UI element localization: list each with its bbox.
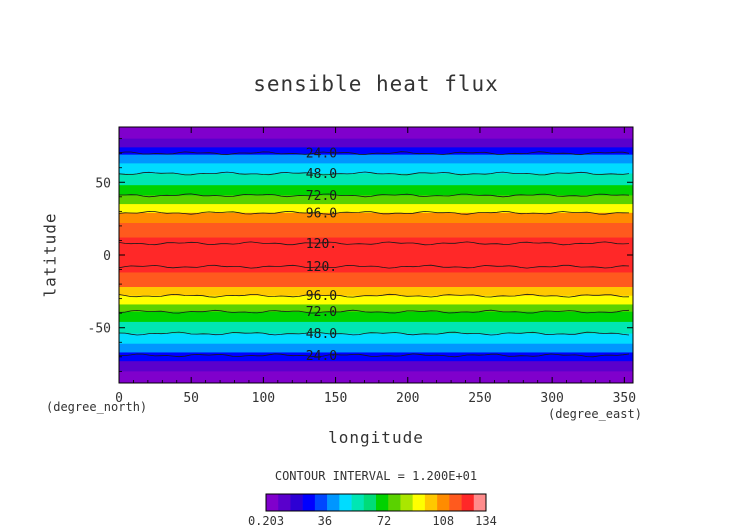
heat-band xyxy=(119,127,633,140)
chart-title: sensible heat flux xyxy=(253,72,499,96)
contour-line xyxy=(118,151,630,156)
heat-band xyxy=(119,263,633,273)
heat-band xyxy=(119,185,633,196)
colorbar-tick-label: 108 xyxy=(432,514,454,528)
colorbar-swatch xyxy=(449,494,462,511)
heat-band xyxy=(119,173,633,186)
x-tick-label: 0 xyxy=(115,391,123,406)
heat-band xyxy=(119,371,633,384)
heat-band xyxy=(119,287,633,297)
x-tick-label: 100 xyxy=(252,391,275,406)
contour-lines xyxy=(118,151,630,358)
contour-label: 24.0 xyxy=(306,349,337,364)
y-axis-ticks: -50 0 50 xyxy=(88,138,633,372)
heat-band xyxy=(119,212,633,224)
colorbar-swatch xyxy=(302,494,316,511)
colorbar-swatch xyxy=(327,494,340,511)
y-axis-unit: (degree_north) xyxy=(46,400,148,414)
contour-line xyxy=(118,264,630,269)
colorbar-swatch xyxy=(314,494,328,511)
heat-band xyxy=(119,343,633,353)
y-tick-label: 0 xyxy=(103,249,111,264)
contour-line xyxy=(118,309,630,314)
x-axis-unit: (degree_east) xyxy=(548,407,642,421)
heat-band xyxy=(119,163,633,175)
x-tick-label: 150 xyxy=(324,391,347,406)
colorbar: 0.203 36 72 108 134 xyxy=(248,493,497,528)
heat-band xyxy=(119,237,633,247)
contour-line xyxy=(118,293,630,298)
y-tick-label: 50 xyxy=(95,176,111,191)
heat-band xyxy=(119,272,633,288)
contour-label: 48.0 xyxy=(306,167,337,182)
colorbar-swatch xyxy=(473,494,487,511)
heat-band xyxy=(119,255,633,265)
colorbar-tick-label: 36 xyxy=(318,514,332,528)
heat-band xyxy=(119,321,633,335)
contour-label: 96.0 xyxy=(306,289,337,304)
colorbar-swatch xyxy=(339,494,352,511)
contour-interval-note: CONTOUR INTERVAL = 1.200E+01 xyxy=(274,469,478,483)
contour-line xyxy=(118,353,630,358)
colorbar-swatch xyxy=(400,494,413,511)
contour-label: 120. xyxy=(306,237,337,252)
contour-label: 72.0 xyxy=(306,305,337,320)
heatmap-bands xyxy=(119,127,633,384)
x-axis-label: longitude xyxy=(328,428,424,447)
heat-band xyxy=(119,223,633,239)
colorbar-swatch xyxy=(437,494,450,511)
heat-band xyxy=(119,361,633,372)
x-axis-ticks: 0 50 100 150 200 250 300 350 xyxy=(115,127,636,406)
y-tick-label: -50 xyxy=(88,322,111,337)
colorbar-tick-label: 0.203 xyxy=(248,514,284,528)
x-tick-label: 350 xyxy=(613,391,636,406)
heat-band xyxy=(119,204,633,214)
contour-line xyxy=(118,331,630,336)
colorbar-tick-label: 72 xyxy=(377,514,391,528)
colorbar-swatch xyxy=(424,494,438,511)
colorbar-swatch xyxy=(461,494,475,511)
x-tick-label: 50 xyxy=(183,391,199,406)
heat-band xyxy=(119,295,633,305)
colorbar-swatch xyxy=(363,494,377,511)
colorbar-frame xyxy=(265,493,487,512)
colorbar-swatch xyxy=(290,494,303,511)
heat-band xyxy=(119,352,633,362)
contour-line xyxy=(118,171,630,176)
heat-band xyxy=(119,311,633,323)
contour-line xyxy=(118,210,630,215)
x-tick-label: 200 xyxy=(396,391,419,406)
contour-label: 24.0 xyxy=(306,147,337,162)
contour-label: 96.0 xyxy=(306,206,337,221)
contour-label: 72.0 xyxy=(306,189,337,204)
x-tick-label: 300 xyxy=(540,391,563,406)
heat-band xyxy=(119,195,633,205)
colorbar-swatch xyxy=(388,494,401,511)
contour-label: 48.0 xyxy=(306,327,337,342)
x-tick-label: 250 xyxy=(468,391,491,406)
colorbar-swatch xyxy=(278,494,291,511)
heat-band xyxy=(119,147,633,156)
heat-band xyxy=(119,333,633,345)
colorbar-swatch xyxy=(412,494,426,511)
heat-band xyxy=(119,246,633,256)
colorbar-swatch xyxy=(351,494,365,511)
contour-line xyxy=(119,193,630,198)
heat-band xyxy=(119,304,633,313)
heat-band xyxy=(119,138,633,148)
contour-line xyxy=(118,241,630,246)
contour-label: 120. xyxy=(306,260,337,275)
colorbar-swatch xyxy=(376,494,389,511)
colorbar-swatch xyxy=(266,494,279,511)
colorbar-tick-label: 134 xyxy=(475,514,497,528)
heat-band xyxy=(119,154,633,164)
